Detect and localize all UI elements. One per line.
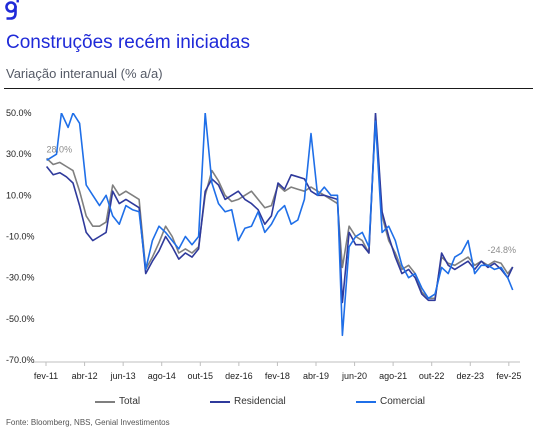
legend-label-residencial: Residencial	[234, 396, 286, 407]
x-tick-label: jun-13	[110, 371, 136, 381]
x-tick-label: fev-25	[496, 371, 521, 381]
legend-swatch-comercial	[356, 400, 376, 403]
x-tick-label: fev-18	[265, 371, 290, 381]
x-tick-label: abr-12	[72, 371, 98, 381]
chart-subtitle: Variação interanual (% a/a)	[6, 66, 163, 81]
y-tick-label: -10.0%	[6, 232, 35, 242]
x-tick-label: ago-21	[379, 371, 407, 381]
legend-item-comercial: Comercial	[356, 396, 425, 407]
chart-legend: Total Residencial Comercial	[0, 396, 533, 410]
x-tick-label: ago-14	[148, 371, 176, 381]
series-line-residencial	[45, 113, 514, 304]
x-tick-label: abr-19	[303, 371, 329, 381]
y-tick-label: 30.0%	[6, 149, 32, 159]
legend-swatch-residencial	[210, 400, 230, 403]
genial-g-logo-icon	[5, 0, 19, 20]
y-tick-label: -30.0%	[6, 273, 35, 283]
legend-label-total: Total	[119, 396, 141, 407]
source-note: Fonte: Bloomberg, NBS, Genial Investimen…	[6, 418, 170, 427]
data-label-annotation: -24.8%	[487, 245, 516, 255]
x-tick-label: jun-20	[341, 371, 367, 381]
x-tick-label: out-22	[419, 371, 445, 381]
y-tick-label: -50.0%	[6, 314, 35, 324]
y-tick-label: 10.0%	[6, 190, 32, 200]
chart-title: Construções recém iniciadas	[6, 32, 250, 53]
header-divider	[4, 88, 533, 89]
y-tick-label: 50.0%	[6, 108, 32, 118]
series-line-comercial	[46, 113, 514, 337]
y-tick-label: -70.0%	[6, 355, 35, 365]
legend-item-residencial: Residencial	[210, 396, 286, 407]
x-tick-label: fev-11	[34, 371, 58, 381]
data-label-annotation: 28.0%	[47, 144, 73, 154]
x-tick-label: dez-16	[225, 371, 253, 381]
legend-item-total: Total	[95, 396, 140, 407]
legend-label-comercial: Comercial	[380, 396, 426, 407]
series-line-total	[46, 116, 514, 300]
x-tick-label: out-15	[188, 371, 214, 381]
legend-swatch-total	[95, 400, 115, 403]
x-tick-label: dez-23	[457, 371, 485, 381]
line-chart: 50.0% 30.0% 10.0% -10.0% -30.0% -50.0% -70.0% f…	[6, 108, 521, 381]
